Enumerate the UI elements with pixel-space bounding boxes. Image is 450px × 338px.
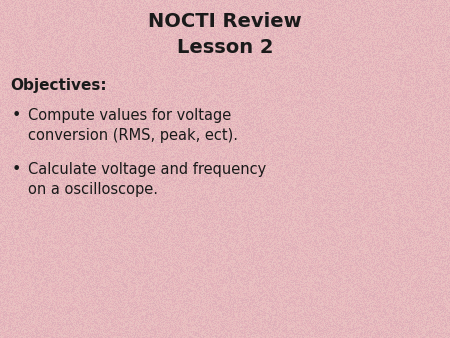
- Text: NOCTI Review: NOCTI Review: [148, 12, 302, 31]
- Text: Objectives:: Objectives:: [10, 78, 107, 93]
- Text: •: •: [12, 108, 22, 123]
- Text: Lesson 2: Lesson 2: [177, 38, 273, 57]
- Text: Compute values for voltage: Compute values for voltage: [28, 108, 231, 123]
- Text: Calculate voltage and frequency: Calculate voltage and frequency: [28, 162, 266, 177]
- Text: •: •: [12, 162, 22, 177]
- Text: conversion (RMS, peak, ect).: conversion (RMS, peak, ect).: [28, 128, 238, 143]
- Text: on a oscilloscope.: on a oscilloscope.: [28, 182, 158, 197]
